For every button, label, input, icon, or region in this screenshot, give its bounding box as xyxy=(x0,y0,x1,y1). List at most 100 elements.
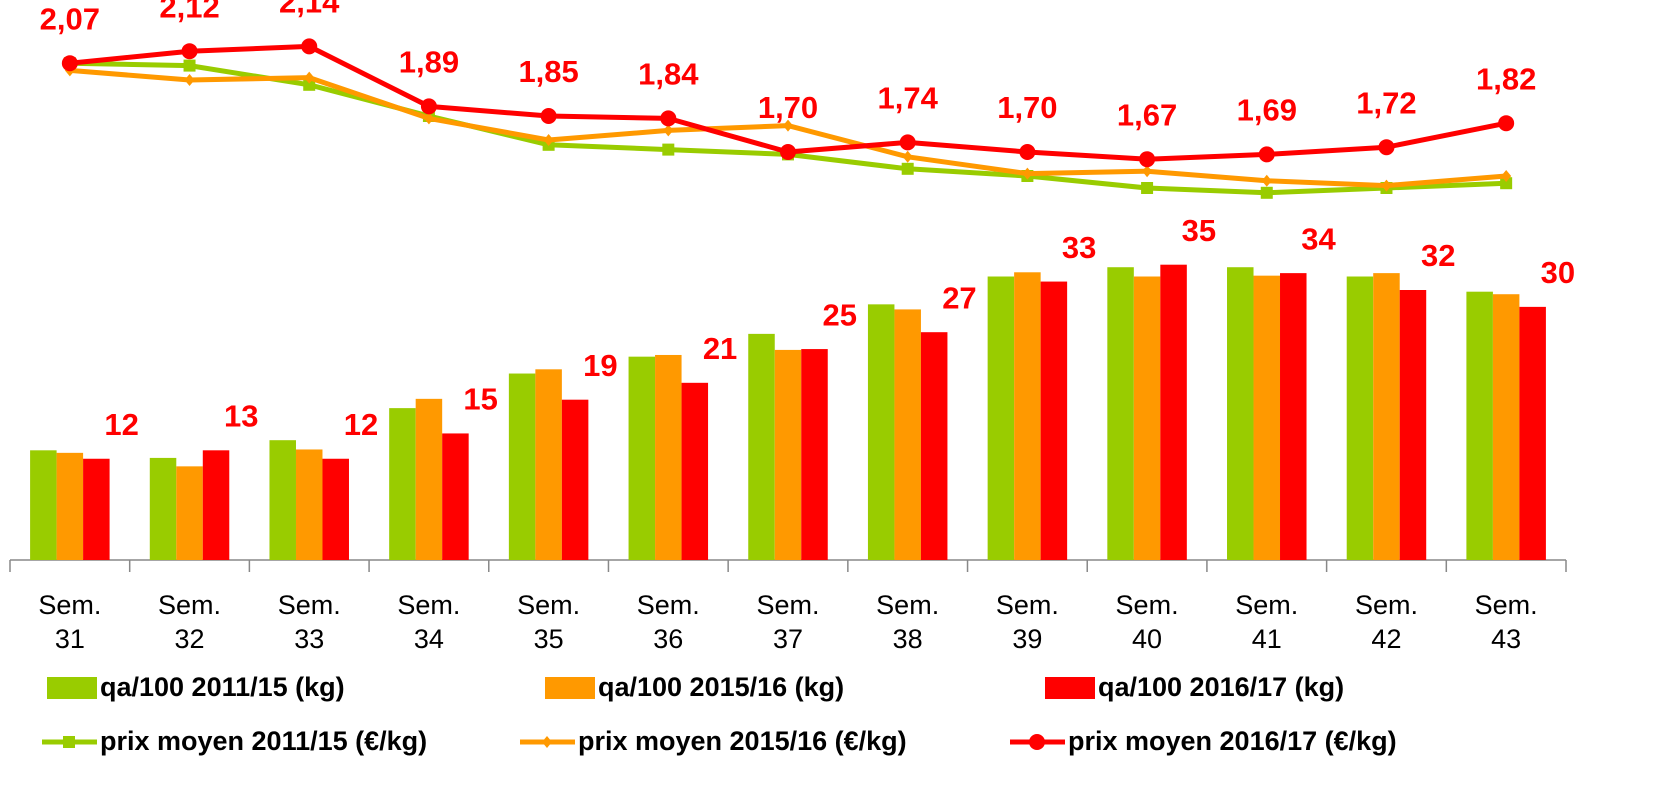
bar xyxy=(561,399,589,560)
bar xyxy=(322,458,349,560)
marker xyxy=(901,162,914,175)
bar xyxy=(1280,273,1307,560)
marker xyxy=(304,71,315,84)
data-label: 34 xyxy=(1301,221,1336,256)
data-label: 32 xyxy=(1421,238,1455,273)
bar xyxy=(295,449,323,560)
marker xyxy=(1139,151,1156,168)
data-label: 1,70 xyxy=(997,90,1057,125)
legend-label: prix moyen 2016/17 (€/kg) xyxy=(1068,726,1397,756)
bar xyxy=(269,440,296,560)
marker xyxy=(1142,165,1153,178)
marker xyxy=(1141,182,1154,194)
x-tick-label: Sem. 37 xyxy=(756,590,820,654)
legend-swatch xyxy=(47,677,97,699)
x-tick-label: Sem. 36 xyxy=(636,590,700,654)
marker xyxy=(181,43,198,60)
x-tick-label: Sem. 39 xyxy=(995,590,1059,654)
bar xyxy=(774,349,802,560)
bar xyxy=(389,408,416,560)
legend-marker xyxy=(1029,734,1045,750)
data-label: 13 xyxy=(224,399,258,434)
marker xyxy=(183,59,196,72)
marker xyxy=(899,134,916,151)
data-label: 15 xyxy=(463,382,497,417)
legend-marker xyxy=(542,736,552,748)
data-label: 25 xyxy=(823,297,857,332)
bar xyxy=(535,369,562,560)
bar xyxy=(1519,306,1546,560)
data-label: 12 xyxy=(344,407,378,442)
marker xyxy=(61,55,78,72)
data-label: 1,82 xyxy=(1476,61,1536,96)
bar xyxy=(1466,291,1493,560)
marker xyxy=(780,144,796,160)
bar xyxy=(1133,276,1161,560)
data-label: 35 xyxy=(1182,213,1216,248)
data-label: 27 xyxy=(942,280,976,315)
data-label: 2,07 xyxy=(40,1,100,36)
marker xyxy=(1378,139,1395,156)
marker xyxy=(1261,174,1272,187)
legend-label: qa/100 2015/16 (kg) xyxy=(598,672,844,702)
x-tick-label: Sem. 42 xyxy=(1354,590,1418,654)
data-label: 1,70 xyxy=(758,90,818,125)
marker xyxy=(783,119,793,132)
bar xyxy=(1014,272,1041,560)
x-tick-label: Sem. 35 xyxy=(517,590,581,654)
bar xyxy=(681,382,709,560)
marker xyxy=(902,150,913,163)
data-label: 1,69 xyxy=(1237,93,1297,128)
marker xyxy=(1500,177,1513,190)
data-label: 30 xyxy=(1541,255,1575,290)
bar xyxy=(1373,273,1400,560)
bar xyxy=(655,354,682,560)
data-label: 12 xyxy=(104,407,138,442)
bar xyxy=(508,373,536,560)
data-label: 2,12 xyxy=(159,0,219,24)
legend-label: qa/100 2011/15 (kg) xyxy=(100,672,345,702)
x-tick-label: Sem. 38 xyxy=(876,590,940,654)
bar xyxy=(149,457,177,560)
data-label: 19 xyxy=(583,348,617,383)
legend-label: prix moyen 2015/16 (€/kg) xyxy=(578,726,907,756)
bar xyxy=(1107,267,1134,560)
bar xyxy=(30,450,57,560)
bar xyxy=(894,309,921,560)
x-tick-label: Sem. 41 xyxy=(1235,590,1299,654)
bar xyxy=(1399,290,1427,560)
data-label: 1,67 xyxy=(1117,97,1177,132)
bar xyxy=(83,458,110,560)
marker xyxy=(660,110,677,127)
marker xyxy=(1022,167,1033,180)
x-tick-label: Sem. 40 xyxy=(1115,590,1179,654)
marker xyxy=(301,38,318,55)
x-tick-label: Sem. 33 xyxy=(277,590,341,654)
x-tick-label: Sem. 31 xyxy=(38,590,102,654)
marker xyxy=(662,143,675,156)
data-label: 1,72 xyxy=(1356,85,1416,120)
marker xyxy=(303,78,316,91)
marker xyxy=(1381,179,1392,192)
x-tick-label: Sem. 32 xyxy=(158,590,222,654)
marker xyxy=(184,74,195,86)
legend-label: qa/100 2016/17 (kg) xyxy=(1098,672,1344,702)
bar xyxy=(1160,264,1187,560)
x-tick-label: Sem. 34 xyxy=(397,590,461,654)
legend-marker xyxy=(63,736,75,748)
marker xyxy=(1019,144,1036,160)
legend-swatch xyxy=(545,677,595,699)
bar xyxy=(1227,267,1254,560)
bar xyxy=(801,349,828,560)
bar xyxy=(1492,294,1520,560)
x-tick-label: Sem. 43 xyxy=(1474,590,1538,654)
legend-swatch xyxy=(1045,677,1095,699)
bar xyxy=(415,398,443,560)
bar xyxy=(176,466,203,560)
marker xyxy=(543,134,554,146)
bar xyxy=(56,452,84,560)
data-label: 1,74 xyxy=(878,81,939,116)
data-label: 1,84 xyxy=(638,57,699,92)
